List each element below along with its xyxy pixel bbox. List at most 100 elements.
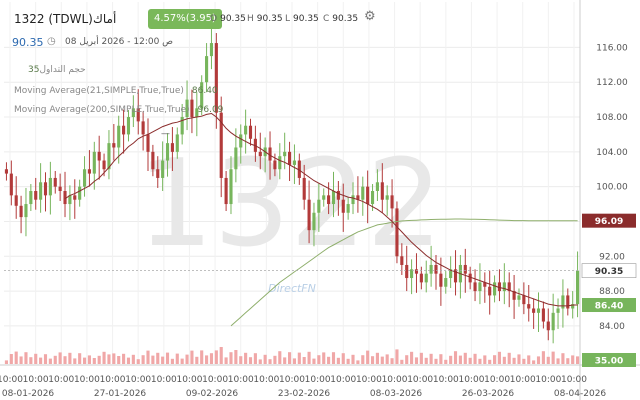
candle-body [517,295,521,300]
candle-body [385,195,389,200]
volume-bar [63,356,67,364]
volume-bar [453,351,458,364]
candle-body [273,160,277,170]
x-tick-time: 10:00 [510,375,536,385]
volume-bar [224,357,228,364]
volume-bar [522,358,526,364]
volume-bar [468,357,472,364]
candle-body [248,125,253,139]
candle-body [34,191,38,200]
volume-bar [527,355,531,364]
y-tick-label: 104.00 [596,148,628,158]
ma21-indicator: Moving Average(21,SIMPLE,True,True) 86.40 [14,86,218,96]
candle-body [356,195,360,200]
volume-bar [322,352,326,364]
candle-body [146,134,150,152]
volume-bar [209,353,214,364]
candle-body [444,278,448,287]
volume-bar [73,358,77,364]
volume-bar [248,357,253,364]
volume-bar [258,359,262,364]
candle-body [502,282,506,292]
candle-body [410,269,414,279]
volume-bar [107,354,111,364]
x-tick-time: 10:00 [100,375,126,385]
volume-bar [68,352,72,364]
candle-body [112,143,116,148]
candle-body [87,169,91,174]
volume-bar [327,356,331,364]
volume-bar [253,353,257,364]
volume-bar [43,354,48,364]
candle-body [473,282,477,292]
candle-body [185,99,189,118]
candle-body [136,108,140,122]
candle-body [483,282,487,287]
candle-body [336,191,340,200]
candle-body [327,195,331,205]
volume-bar [146,350,150,364]
candle-body [561,295,565,309]
candle-body [107,143,111,170]
volume-bar [53,355,57,364]
candle-body [287,151,292,165]
x-tick-date: 27-01-2026 [94,389,147,399]
candle-body [366,186,370,205]
volume-bar [331,352,336,364]
x-tick-time: 10:00 [382,375,408,385]
candle-body [434,264,438,274]
candle-body [141,121,145,135]
candle-body [14,195,18,206]
volume-bar [536,356,541,364]
gear-icon[interactable]: ⚙ [364,9,376,24]
volume-bar [141,355,145,364]
volume-bar [390,358,394,364]
candle-body [390,195,394,209]
candle-body [546,321,550,331]
volume-bar [458,355,462,364]
volume-bar [302,357,306,364]
volume-bar [405,355,409,364]
volume-bar [571,355,575,364]
y-tick-label: 84.00 [599,322,625,332]
open-value: O 90.35 [210,14,246,24]
volume-bar [151,355,155,364]
candle-body [229,169,233,205]
volume-bar [444,359,448,364]
candle-body [346,204,350,213]
volume-bar [219,347,223,364]
volume-bar [19,356,23,364]
volume-bar [317,355,321,364]
volume-bar [165,352,170,364]
volume-bar [102,351,106,364]
volume-bar [92,358,96,364]
candle-body [200,82,204,109]
candle-body [156,169,160,178]
volume-bar [429,353,433,364]
datetime-label: 08 ص 12:00 - 2026 أبريل [65,37,174,47]
volume-bar [273,355,277,364]
x-tick-time: 10:00 [484,375,510,385]
candle-body [375,182,379,191]
volume-bar [473,353,477,364]
x-axis: 10:0010:0010:0010:0010:0010:0010:0010:00… [0,375,606,399]
candle-body [463,264,467,274]
candle-body [449,269,453,279]
x-tick-time: 10:00 [535,375,561,385]
volume-bar [297,352,301,364]
volume-bar [400,359,404,364]
candle-body [497,282,502,292]
volume-bar [356,360,360,364]
change-badge: 4.57%(3.95) [148,9,222,29]
candle-body [165,143,170,161]
candle-body [180,117,184,135]
candle-body [68,195,72,205]
volume-bar [82,357,87,364]
volume-bar [517,354,521,364]
candle-body [536,308,541,313]
candle-body [312,212,316,231]
candle-body [380,182,384,200]
volume-bar [556,358,560,364]
volume-bar [439,354,443,364]
